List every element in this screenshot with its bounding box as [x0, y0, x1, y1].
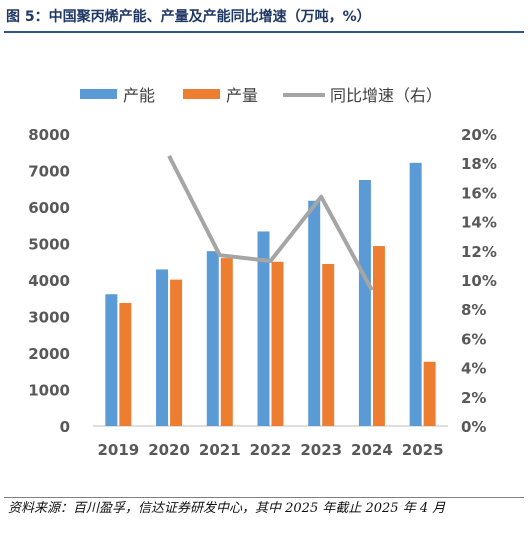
y-right-tick-label: 4% — [461, 360, 486, 378]
capacity-bar — [358, 179, 371, 426]
output-bar — [322, 263, 335, 426]
output-bar — [372, 246, 385, 426]
output-bar — [119, 302, 132, 426]
axes: 0 1000 2000 3000 4000 5000 6000 7000 8000 0% 2% 4% 6… — [28, 126, 497, 459]
y-left-tick-label: 1000 — [28, 382, 70, 400]
figure-title: 图 5：中国聚丙烯产能、产量及产能同比增速（万吨，%） — [6, 9, 371, 25]
y-right-tick-label: 14% — [461, 214, 497, 232]
title-divider — [4, 31, 524, 33]
y-right-tick-label: 18% — [461, 155, 497, 173]
growth-line — [167, 154, 374, 292]
legend-swatch — [183, 89, 220, 99]
figure-title-bar: 图 5：中国聚丙烯产能、产量及产能同比增速（万吨，%） — [0, 0, 528, 34]
output-bar — [220, 258, 233, 426]
x-tick-label: 2021 — [199, 441, 241, 459]
output-bar — [271, 261, 284, 426]
y-left-tick-label: 6000 — [28, 199, 70, 217]
y-right-tick-label: 16% — [461, 184, 497, 202]
y-right-tick-label: 20% — [461, 126, 497, 144]
y-left-tick-label: 3000 — [28, 309, 70, 327]
chart: 产能 产量 同比增速（右） 0 1000 2000 3000 4000 5000 6000 700… — [28, 86, 497, 459]
legend-label: 产能 — [123, 86, 155, 105]
y-left-tick-label: 8000 — [28, 126, 70, 144]
y-right-tick-label: 12% — [461, 243, 497, 261]
y-left-tick-label: 7000 — [28, 163, 70, 181]
x-tick-label: 2022 — [250, 441, 292, 459]
output-bar — [423, 361, 436, 426]
x-tick-label: 2025 — [402, 441, 444, 459]
capacity-bar — [257, 231, 270, 426]
y-left-tick-label: 5000 — [28, 236, 70, 254]
y-right-tick-label: 8% — [461, 301, 486, 319]
capacity-bar — [105, 294, 118, 426]
capacity-bar — [409, 162, 422, 426]
source-note: 资料来源：百川盈孚，信达证券研发中心，其中 2025 年截止 2025 年 4 … — [8, 501, 446, 516]
output-bar — [170, 279, 183, 426]
growth-line-path — [167, 154, 374, 292]
source-divider — [4, 497, 524, 498]
capacity-bar — [206, 251, 219, 426]
y-left-tick-label: 2000 — [28, 345, 70, 363]
x-tick-label: 2020 — [148, 441, 190, 459]
x-tick-label: 2024 — [351, 441, 393, 459]
y-right-tick-label: 6% — [461, 330, 486, 348]
x-tick-label: 2023 — [300, 441, 342, 459]
y-right-tick-label: 10% — [461, 272, 497, 290]
legend-label: 产量 — [226, 86, 258, 105]
y-left-tick-label: 0 — [60, 418, 70, 436]
y-right-tick-label: 2% — [461, 389, 486, 407]
x-tick-label: 2019 — [97, 441, 139, 459]
legend: 产能 产量 同比增速（右） — [80, 86, 442, 105]
capacity-bar — [156, 269, 169, 426]
y-right-tick-label: 0% — [461, 418, 486, 436]
capacity-bar — [308, 200, 321, 426]
bars — [105, 162, 436, 426]
legend-label: 同比增速（右） — [330, 86, 442, 105]
y-left-tick-label: 4000 — [28, 272, 70, 290]
legend-swatch — [80, 89, 117, 99]
